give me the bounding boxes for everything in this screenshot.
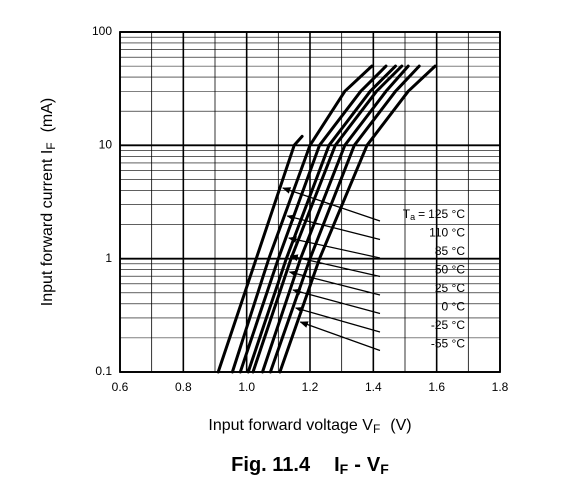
y-tick-label: 100 — [92, 24, 112, 38]
x-tick-label: 1.6 — [428, 380, 445, 394]
pointer-arrow — [289, 254, 381, 278]
x-tick-label: 0.6 — [112, 380, 129, 394]
label-prefix: T — [403, 207, 411, 221]
y-tick-label: 0.1 — [95, 364, 112, 378]
series-line — [246, 64, 397, 374]
pointer-arrow — [288, 236, 381, 259]
pointer-arrow — [282, 187, 381, 222]
legend-entry: 0 °C — [442, 300, 466, 314]
legend-entry: -25 °C — [431, 318, 465, 332]
y-axis-title: Input forward current IF(mA) — [39, 98, 58, 307]
x-tick-label: 1.8 — [492, 380, 509, 394]
legend-label: 110 °C — [429, 226, 465, 240]
label-prefix-sub: a — [410, 212, 415, 222]
legend-label: 0 °C — [442, 300, 466, 314]
pointer-arrow — [294, 306, 381, 333]
series-line — [230, 64, 374, 374]
legend-entry: 85 °C — [435, 244, 465, 258]
x-tick-label: 1.4 — [365, 380, 382, 394]
legend-label: 50 °C — [435, 263, 465, 277]
pointer-arrow — [286, 214, 381, 241]
series-line — [251, 64, 404, 374]
annotations: Ta = 125 °C 110 °C 85 °C 50 °C 25 °C 0 °C -25 °C… — [282, 187, 466, 352]
y-tick-label: 1 — [105, 251, 112, 265]
x-tick-label: 0.8 — [175, 380, 192, 394]
curves — [216, 64, 437, 374]
legend-entry: -55 °C — [431, 337, 465, 351]
caption: Fig. 11.4 IF - VF — [231, 454, 389, 476]
x-axis-title: Input forward voltage VF (V) — [208, 417, 411, 436]
legend-entry: 125 °C — [428, 207, 465, 221]
x-tick-label: 1.0 — [238, 380, 255, 394]
legend-label: -25 °C — [431, 318, 465, 332]
plot-frame — [119, 31, 501, 373]
legend-label: 85 °C — [435, 244, 465, 258]
series-line — [278, 64, 437, 374]
legend-label: Ta = 125 °C — [403, 207, 466, 222]
series-line — [216, 134, 304, 374]
series-line — [268, 64, 421, 374]
pointer-arrow — [288, 270, 381, 296]
legend-entry: 110 °C — [429, 226, 465, 240]
x-tick-label: 1.2 — [302, 380, 319, 394]
pointer-arrow — [299, 321, 381, 352]
legend-entry: 50 °C — [435, 263, 465, 277]
label-eq: = — [418, 207, 425, 221]
series-line — [238, 64, 388, 374]
series-line — [261, 64, 410, 374]
pointer-arrow — [292, 288, 381, 315]
legend-label: 25 °C — [435, 281, 465, 295]
y-tick-label: 10 — [99, 138, 113, 152]
legend-label: -55 °C — [431, 337, 465, 351]
legend-entry: 25 °C — [435, 281, 465, 295]
